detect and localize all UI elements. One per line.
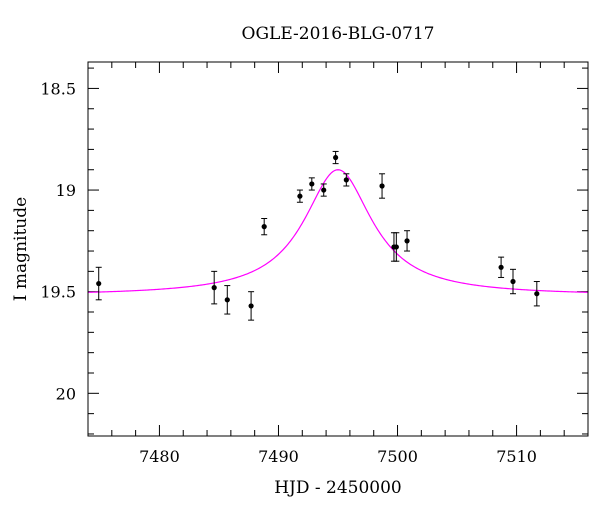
y-tick-label: 19: [56, 181, 76, 200]
y-axis-label: I magnitude: [11, 197, 31, 301]
data-point-marker: [343, 177, 349, 183]
data-point: [498, 256, 505, 278]
model-curve-layer: [87, 169, 589, 293]
data-point: [533, 281, 540, 307]
y-tick-label: 18.5: [40, 79, 76, 98]
data-point: [343, 173, 350, 187]
data-point-marker: [211, 285, 217, 291]
data-point: [510, 268, 516, 295]
data-point-marker: [534, 291, 540, 297]
data-point: [224, 285, 231, 315]
x-tick-label: 7500: [377, 447, 418, 466]
data-point-marker: [309, 181, 315, 187]
data-point-marker: [510, 278, 516, 285]
axis-ticks: [87, 62, 589, 436]
data-point: [332, 150, 339, 165]
data-point-marker: [321, 187, 327, 193]
data-point-marker: [393, 244, 399, 250]
y-tick-label: 20: [56, 384, 76, 403]
data-point: [211, 270, 218, 305]
model-curve: [87, 169, 589, 293]
data-point: [248, 291, 255, 321]
data-point: [393, 232, 400, 262]
data-point-marker: [261, 224, 267, 230]
data-points-layer: [95, 150, 540, 321]
chart-title: OGLE-2016-BLG-0717: [242, 24, 435, 44]
data-point: [379, 173, 386, 199]
data-point: [308, 177, 315, 191]
data-point: [95, 266, 102, 301]
data-point-marker: [248, 303, 254, 309]
data-point: [320, 183, 327, 197]
data-point-marker: [297, 193, 303, 199]
y-tick-label: 19.5: [40, 283, 76, 302]
x-tick-label: 7490: [258, 447, 299, 466]
x-tick-label: 7510: [496, 447, 537, 466]
data-point: [296, 189, 303, 203]
data-point-marker: [404, 238, 410, 244]
data-point: [404, 230, 411, 252]
data-point-marker: [333, 154, 339, 161]
data-point-marker: [224, 297, 230, 303]
plot-frame: [87, 61, 589, 437]
data-point: [261, 218, 268, 236]
data-point-marker: [498, 264, 504, 270]
data-point-marker: [96, 280, 102, 287]
x-tick-label: 7480: [139, 447, 180, 466]
x-axis-label: HJD - 2450000: [274, 478, 402, 498]
tick-labels: 7480 7490 7500 7510 18.5 19 19.5 20: [40, 79, 537, 466]
data-point-marker: [379, 183, 385, 189]
